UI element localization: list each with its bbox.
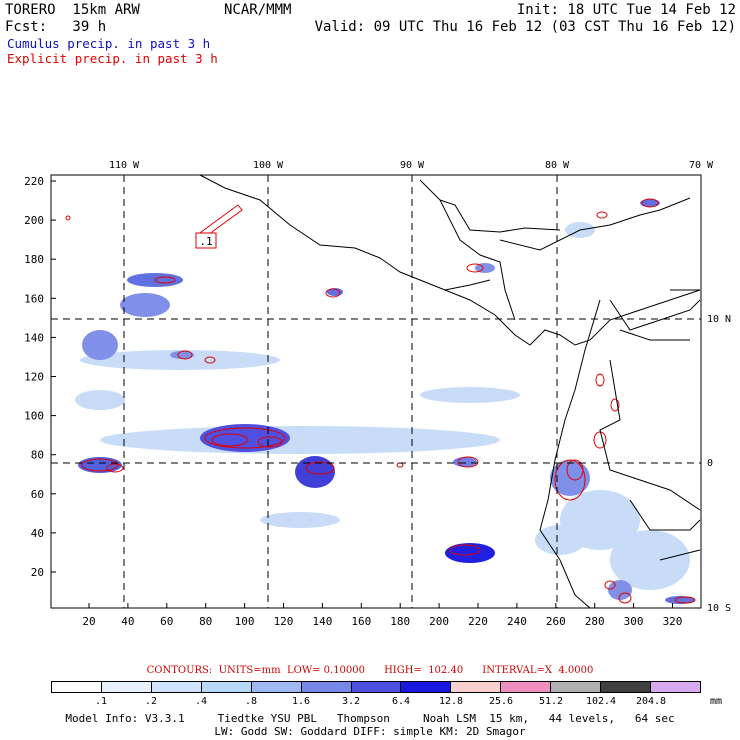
x-tick-label: 140 — [312, 615, 332, 628]
y-tick-label: 60 — [31, 488, 44, 501]
box-label: .1 — [199, 235, 212, 248]
coastlines — [199, 174, 701, 609]
colorbar-label: 51.2 — [538, 696, 564, 707]
colorbar-swatch — [501, 682, 552, 692]
x-tick-label: 320 — [663, 615, 683, 628]
y-tick-label: 120 — [24, 371, 44, 384]
x-tick-label: 200 — [429, 615, 449, 628]
colorbar-swatch — [351, 682, 402, 692]
colorbar-swatch — [101, 682, 152, 692]
lon-label-80w: 80 W — [545, 160, 570, 171]
y-tick-label: 220 — [24, 175, 44, 188]
lat-label-0: 0 — [707, 458, 713, 469]
colorbar-label: 204.8 — [635, 696, 667, 707]
colorbar-swatch — [201, 682, 252, 692]
lon-label-90w: 90 W — [400, 160, 425, 171]
model-info-line1: Model Info: V3.3.1 Tiedtke YSU PBL Thomp… — [65, 712, 675, 725]
lat-label-10s: 10 S — [707, 603, 731, 614]
colorbar-label: 102.4 — [585, 696, 617, 707]
explicit-legend: Explicit precip. in past 3 h — [7, 51, 218, 66]
center-name: NCAR/MMM — [224, 2, 292, 18]
colorbar-label: .2 — [144, 696, 158, 707]
cumulus-legend: Cumulus precip. in past 3 h — [7, 36, 211, 51]
colorbar-label: .4 — [194, 696, 208, 707]
colorbar-swatch — [52, 682, 102, 692]
x-tick-label: 160 — [351, 615, 371, 628]
x-tick-label: 280 — [585, 615, 605, 628]
lat-label-10n: 10 N — [707, 314, 731, 325]
model-name: TORERO 15km ARW — [5, 2, 140, 18]
y-tick-label: 40 — [31, 527, 44, 540]
lon-label-110w: 110 W — [109, 160, 140, 171]
x-tick-label: 120 — [274, 615, 294, 628]
colorbar-swatch — [551, 682, 602, 692]
colorbar-label: .8 — [244, 696, 258, 707]
x-tick-label: 20 — [82, 615, 95, 628]
x-tick-label: 40 — [121, 615, 134, 628]
x-tick-label: 180 — [390, 615, 410, 628]
map-frame — [50, 174, 702, 609]
cumulus-fill-light — [75, 222, 690, 590]
x-tick-label: 60 — [160, 615, 173, 628]
y-tick-label: 200 — [24, 214, 44, 227]
colorbar-label: 6.4 — [391, 696, 411, 707]
x-tick-label: 240 — [507, 615, 527, 628]
x-tick-label: 80 — [199, 615, 212, 628]
colorbar-swatch — [451, 682, 502, 692]
y-tick-label: 80 — [31, 449, 44, 462]
colorbar-label: 25.6 — [488, 696, 514, 707]
colorbar-swatch — [251, 682, 302, 692]
y-tick-label: 160 — [24, 292, 44, 305]
colorbar-label: 1.6 — [291, 696, 311, 707]
colorbar-label: .1 — [94, 696, 108, 707]
model-info-line2: LW: Godd SW: Goddard DIFF: simple KM: 2D… — [214, 725, 526, 738]
x-tick-label: 260 — [546, 615, 566, 628]
x-tick-label: 300 — [624, 615, 644, 628]
valid-time: Valid: 09 UTC Thu 16 Feb 12 (03 CST Thu … — [314, 19, 736, 35]
y-tick-label: 20 — [31, 566, 44, 579]
colorbar-swatch — [601, 682, 652, 692]
colorbar-label: 3.2 — [341, 696, 361, 707]
y-tick-label: 180 — [24, 253, 44, 266]
x-tick-label: 100 — [235, 615, 255, 628]
x-tick-label: 220 — [468, 615, 488, 628]
colorbar — [51, 681, 701, 693]
init-time: Init: 18 UTC Tue 14 Feb 12 — [516, 2, 736, 18]
colorbar-swatch — [401, 682, 452, 692]
lon-label-70w: 70 W — [689, 160, 714, 171]
y-tick-label: 140 — [24, 331, 44, 344]
colorbar-label: 12.8 — [438, 696, 464, 707]
lon-label-100w: 100 W — [253, 160, 284, 171]
lat-lon-grid — [51, 175, 701, 608]
colorbar-swatch — [651, 682, 700, 692]
forecast-hour: Fcst: 39 h — [5, 19, 107, 35]
y-tick-label: 100 — [24, 410, 44, 423]
contours-info: CONTOURS: UNITS=mm LOW= 0.10000 HIGH= 10… — [146, 665, 594, 676]
colorbar-swatch — [301, 682, 352, 692]
colorbar-swatch — [151, 682, 202, 692]
colorbar-units: mm — [709, 696, 723, 707]
box-label-frame — [195, 232, 217, 249]
